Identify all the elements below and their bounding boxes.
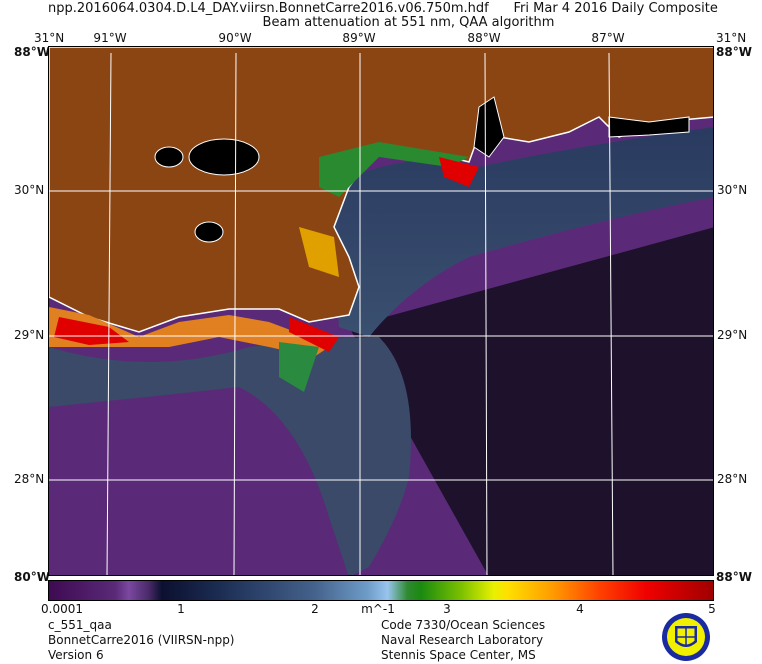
corner-lon-label: 80°W [14,570,50,584]
colorbar-tick: 4 [576,602,584,616]
nearshore-plume [329,127,713,337]
org-code: Code 7330/Ocean Sciences [381,618,546,632]
lat-label: 28°N [14,472,45,486]
grid-line-90w [233,52,237,575]
mobile-bay [473,96,505,158]
lon-label: 90°W [218,31,252,45]
pensacola-bay [608,116,690,138]
corner-lat-label: 31°N [34,31,65,45]
corner-lon-label: 88°W [716,45,752,59]
version: Version 6 [48,648,104,662]
colorbar-tick: 3 [443,602,451,616]
colorbar-units: m^-1 [361,602,395,616]
colorbar-tick: 0.0001 [41,602,83,616]
lon-label: 87°W [591,31,625,45]
corner-lon-label: 88°W [716,570,752,584]
lat-label: 29°N [14,328,45,342]
high-attenuation-coast [54,317,129,345]
filename: npp.2016064.0304.D.L4_DAY.viirsn.BonnetC… [48,1,489,16]
org-location: Stennis Space Center, MS [381,648,536,662]
graticule [49,52,713,575]
no-data-speckle [349,227,713,575]
grid-line-88w [484,52,488,575]
grid-line-87w [608,52,614,575]
lat-label: 29°N [717,328,748,342]
high-attenuation-coast [289,317,339,352]
composite-date: Fri Mar 4 2016 Daily Composite [513,1,718,16]
high-attenuation-coast [49,307,329,357]
nrl-seal-logo [662,613,710,661]
image-filename-and-date: npp.2016064.0304.D.L4_DAY.viirsn.BonnetC… [48,1,718,16]
product-name: c_551_qaa [48,618,112,632]
green-plume [319,142,469,197]
corner-lat-label: 31°N [716,31,747,45]
org-name: Naval Research Laboratory [381,633,544,647]
lat-label: 30°N [14,183,45,197]
corner-lon-label: 88°W [14,45,50,59]
colorbar-tick: 1 [177,602,185,616]
lake-pontchartrain [188,138,260,176]
high-attenuation-coast [439,157,479,187]
lon-label: 88°W [467,31,501,45]
high-attenuation-coast [299,227,339,277]
colorbar-tick: 2 [311,602,319,616]
region-sensor: BonnetCarre2016 (VIIRSN-npp) [48,633,235,647]
satellite-map[interactable] [48,46,714,576]
lon-label: 91°W [93,31,127,45]
product-subtitle: Beam attenuation at 551 nm, QAA algorith… [262,15,555,30]
green-plume [279,342,319,392]
map-image [49,47,713,575]
lake-maurepas [154,146,184,168]
turbid-plume [49,337,411,575]
grid-line-91w [106,52,112,575]
lat-label: 30°N [717,183,748,197]
colorbar [48,580,714,601]
inland-lake [194,221,224,243]
lon-label: 89°W [342,31,376,45]
colorbar-tick: 5 [708,602,716,616]
lat-label: 28°N [717,472,748,486]
